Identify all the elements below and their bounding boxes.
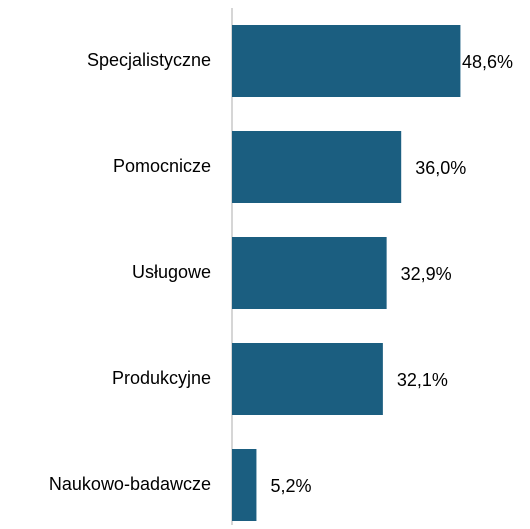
category-label: Pomocnicze [113,156,211,176]
bar [232,449,257,521]
category-label: Specjalistyczne [87,50,211,70]
category-label: Naukowo-badawcze [49,474,211,494]
bar [232,25,461,97]
category-label: Usługowe [132,262,211,282]
value-label: 32,9% [401,264,452,284]
value-label: 48,6% [462,52,513,72]
value-label: 5,2% [270,476,311,496]
bar [232,131,402,203]
category-label: Produkcyjne [112,368,211,388]
bar [232,343,383,415]
bar [232,237,387,309]
value-label: 36,0% [415,158,466,178]
value-label: 32,1% [397,370,448,390]
